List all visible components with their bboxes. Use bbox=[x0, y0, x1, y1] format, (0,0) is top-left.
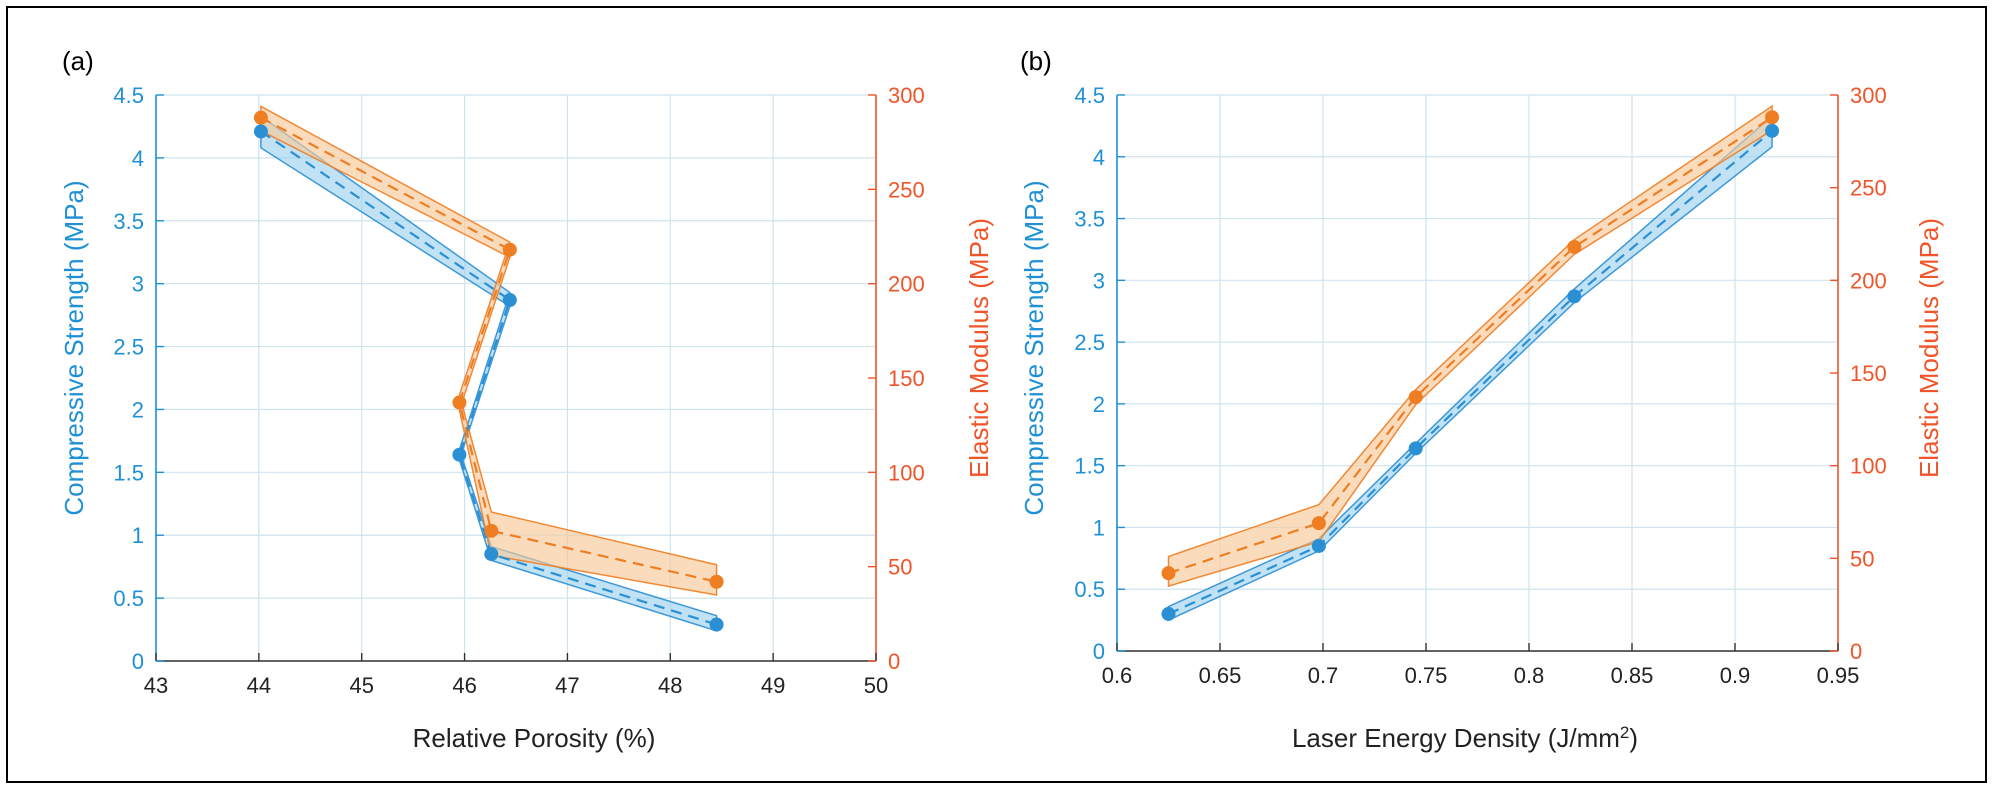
panel-b-strength-band bbox=[1167, 114, 1773, 622]
panel-b-points bbox=[1161, 110, 1780, 621]
panel-a-axes bbox=[155, 95, 877, 662]
panel-a-label: (a) bbox=[62, 46, 94, 76]
panel-a-ytick-right-label-5: 250 bbox=[888, 177, 925, 202]
panel-b-xtick-label-4: 0.8 bbox=[1514, 663, 1545, 688]
panel-b-xtick-label-7: 0.95 bbox=[1817, 663, 1860, 688]
panel-a-ytick-left-label-2: 1 bbox=[132, 523, 144, 548]
panel-b-ylabel-left: Compressive Strength (MPa) bbox=[1019, 180, 1049, 515]
figure-frame bbox=[6, 6, 1987, 783]
panel-b-ytick-left-label-2: 1 bbox=[1093, 515, 1105, 540]
panel-b-ytick-right-label-4: 200 bbox=[1850, 268, 1887, 293]
panel-b-modulus-point-3 bbox=[1567, 239, 1582, 254]
panel-a-ytick-right-label-6: 300 bbox=[888, 83, 925, 108]
panel-a-xtick-label-3: 46 bbox=[452, 673, 476, 698]
panel-b-modulus-point-1 bbox=[1311, 516, 1326, 531]
panel-b-modulus-band bbox=[1167, 104, 1773, 588]
panel-a-xtick-label-6: 49 bbox=[761, 673, 785, 698]
panel-b-ytick-left-label-5: 2.5 bbox=[1074, 330, 1105, 355]
panel-b-strength-point-2 bbox=[1408, 441, 1423, 456]
panel-a-strength-point-4 bbox=[709, 617, 724, 632]
panel-b-ytick-right-label-6: 300 bbox=[1850, 83, 1887, 108]
panel-a-xtick-label-4: 47 bbox=[555, 673, 579, 698]
panel-a-strength-point-2 bbox=[452, 447, 467, 462]
panel-b-ticks: 0.6 0.65 0.7 0.75 0.8 0.85 0.9 0.9500.511.522.5… bbox=[1074, 83, 1886, 688]
panel-b-modulus-line bbox=[1168, 116, 1773, 575]
panel-b-ytick-left-label-3: 1.5 bbox=[1074, 454, 1105, 479]
panel-a-ytick-left-label-7: 3.5 bbox=[113, 209, 144, 234]
panel-a-ytick-right-label-2: 100 bbox=[888, 460, 925, 485]
panel-b-ytick-right-label-5: 250 bbox=[1850, 176, 1887, 201]
panel-a-xtick-label-5: 48 bbox=[658, 673, 682, 698]
panel-b-xlabel-main: Laser Energy Density (J/mm bbox=[1292, 723, 1620, 753]
panel-b-ytick-right-label-0: 0 bbox=[1850, 639, 1862, 664]
panel-a-strength-point-0 bbox=[253, 124, 268, 139]
panel-a-modulus-band bbox=[260, 105, 718, 596]
panel-b-modulus-point-2 bbox=[1408, 390, 1423, 405]
panel-b-label: (b) bbox=[1020, 46, 1052, 76]
panel-b-xtick-label-1: 0.65 bbox=[1199, 663, 1242, 688]
panel-b-ytick-left-label-1: 0.5 bbox=[1074, 577, 1105, 602]
panel-a-xtick-label-2: 45 bbox=[349, 673, 373, 698]
panel-b-ylabel-right: Elastic Modulus (MPa) bbox=[1914, 218, 1944, 478]
panel-a-ytick-left-label-3: 1.5 bbox=[113, 460, 144, 485]
panel-b-xlabel: Laser Energy Density (J/mm2) bbox=[1292, 723, 1638, 754]
panel-b-xtick-label-3: 0.75 bbox=[1405, 663, 1448, 688]
panel-b-xtick-label-2: 0.7 bbox=[1308, 663, 1339, 688]
panel-b-xlabel-sup: 2 bbox=[1620, 723, 1629, 742]
panel-a-ytick-right-label-1: 50 bbox=[888, 555, 912, 580]
panel-b-modulus-point-4 bbox=[1765, 110, 1780, 125]
panel-a-ytick-right-label-3: 150 bbox=[888, 366, 925, 391]
panel-a-ytick-left-label-0: 0 bbox=[132, 649, 144, 674]
panel-a: (a) 43 44 45 46 47 48 49 5000.511.522.533.544.5… bbox=[59, 46, 994, 753]
panel-a-ylabel-right: Elastic Modulus (MPa) bbox=[964, 218, 994, 478]
panel-a-ytick-left-label-4: 2 bbox=[132, 397, 144, 422]
panel-a-strength-line bbox=[260, 130, 717, 626]
panel-a-modulus-point-1 bbox=[502, 242, 517, 257]
panel-b-ytick-right-label-1: 50 bbox=[1850, 546, 1874, 571]
panel-a-ytick-right-label-4: 200 bbox=[888, 272, 925, 297]
panel-b-modulus-point-0 bbox=[1161, 566, 1176, 581]
panel-a-ticks: 43 44 45 46 47 48 49 5000.511.522.533.544.50501… bbox=[113, 83, 924, 698]
panel-b-strength-point-1 bbox=[1311, 538, 1326, 553]
panel-a-ytick-left-label-9: 4.5 bbox=[113, 83, 144, 108]
panel-a-modulus-point-2 bbox=[452, 395, 467, 410]
panel-b-strength-line bbox=[1168, 129, 1773, 615]
panel-b-xtick-label-6: 0.9 bbox=[1720, 663, 1751, 688]
panel-a-xtick-label-0: 43 bbox=[144, 673, 168, 698]
panel-b-ytick-left-label-6: 3 bbox=[1093, 268, 1105, 293]
panel-a-modulus-point-3 bbox=[484, 523, 499, 538]
panel-a-ytick-left-label-1: 0.5 bbox=[113, 586, 144, 611]
panel-b-xtick-label-0: 0.6 bbox=[1102, 663, 1133, 688]
panel-b-ytick-left-label-9: 4.5 bbox=[1074, 83, 1105, 108]
panel-a-ytick-right-label-0: 0 bbox=[888, 649, 900, 674]
panel-a-ytick-left-label-8: 4 bbox=[132, 146, 144, 171]
panel-b-strength-point-3 bbox=[1567, 289, 1582, 304]
panel-a-points bbox=[253, 110, 724, 632]
panel-b-ytick-left-label-7: 3.5 bbox=[1074, 207, 1105, 232]
panel-b-strength-point-0 bbox=[1161, 606, 1176, 621]
panel-b: (b) 0.6 0.65 0.7 0.75 0.8 0.85 0.9 0.9500.511.5… bbox=[1019, 46, 1944, 753]
panel-a-ytick-left-label-6: 3 bbox=[132, 272, 144, 297]
panel-b-ytick-right-label-2: 100 bbox=[1850, 454, 1887, 479]
panel-a-xlabel: Relative Porosity (%) bbox=[413, 723, 656, 753]
panel-a-modulus-point-0 bbox=[253, 110, 268, 125]
panel-b-xtick-label-5: 0.85 bbox=[1611, 663, 1654, 688]
panel-b-strength-point-4 bbox=[1765, 123, 1780, 138]
panel-b-xlabel-suffix: ) bbox=[1629, 723, 1638, 753]
panel-a-ytick-left-label-5: 2.5 bbox=[113, 335, 144, 360]
panel-b-ytick-right-label-3: 150 bbox=[1850, 361, 1887, 386]
panel-a-modulus-point-4 bbox=[709, 574, 724, 589]
panel-a-xtick-label-7: 50 bbox=[864, 673, 888, 698]
panel-b-ytick-left-label-4: 2 bbox=[1093, 392, 1105, 417]
panel-a-ylabel-left: Compressive Strength (MPa) bbox=[59, 180, 89, 515]
panel-b-lines bbox=[1168, 116, 1773, 615]
panel-a-strength-point-1 bbox=[502, 293, 517, 308]
panel-a-strength-point-3 bbox=[484, 547, 499, 562]
panel-a-grid bbox=[155, 94, 877, 662]
panel-b-ytick-left-label-0: 0 bbox=[1093, 639, 1105, 664]
panel-b-ytick-left-label-8: 4 bbox=[1093, 145, 1105, 170]
panel-a-xtick-label-1: 44 bbox=[247, 673, 271, 698]
